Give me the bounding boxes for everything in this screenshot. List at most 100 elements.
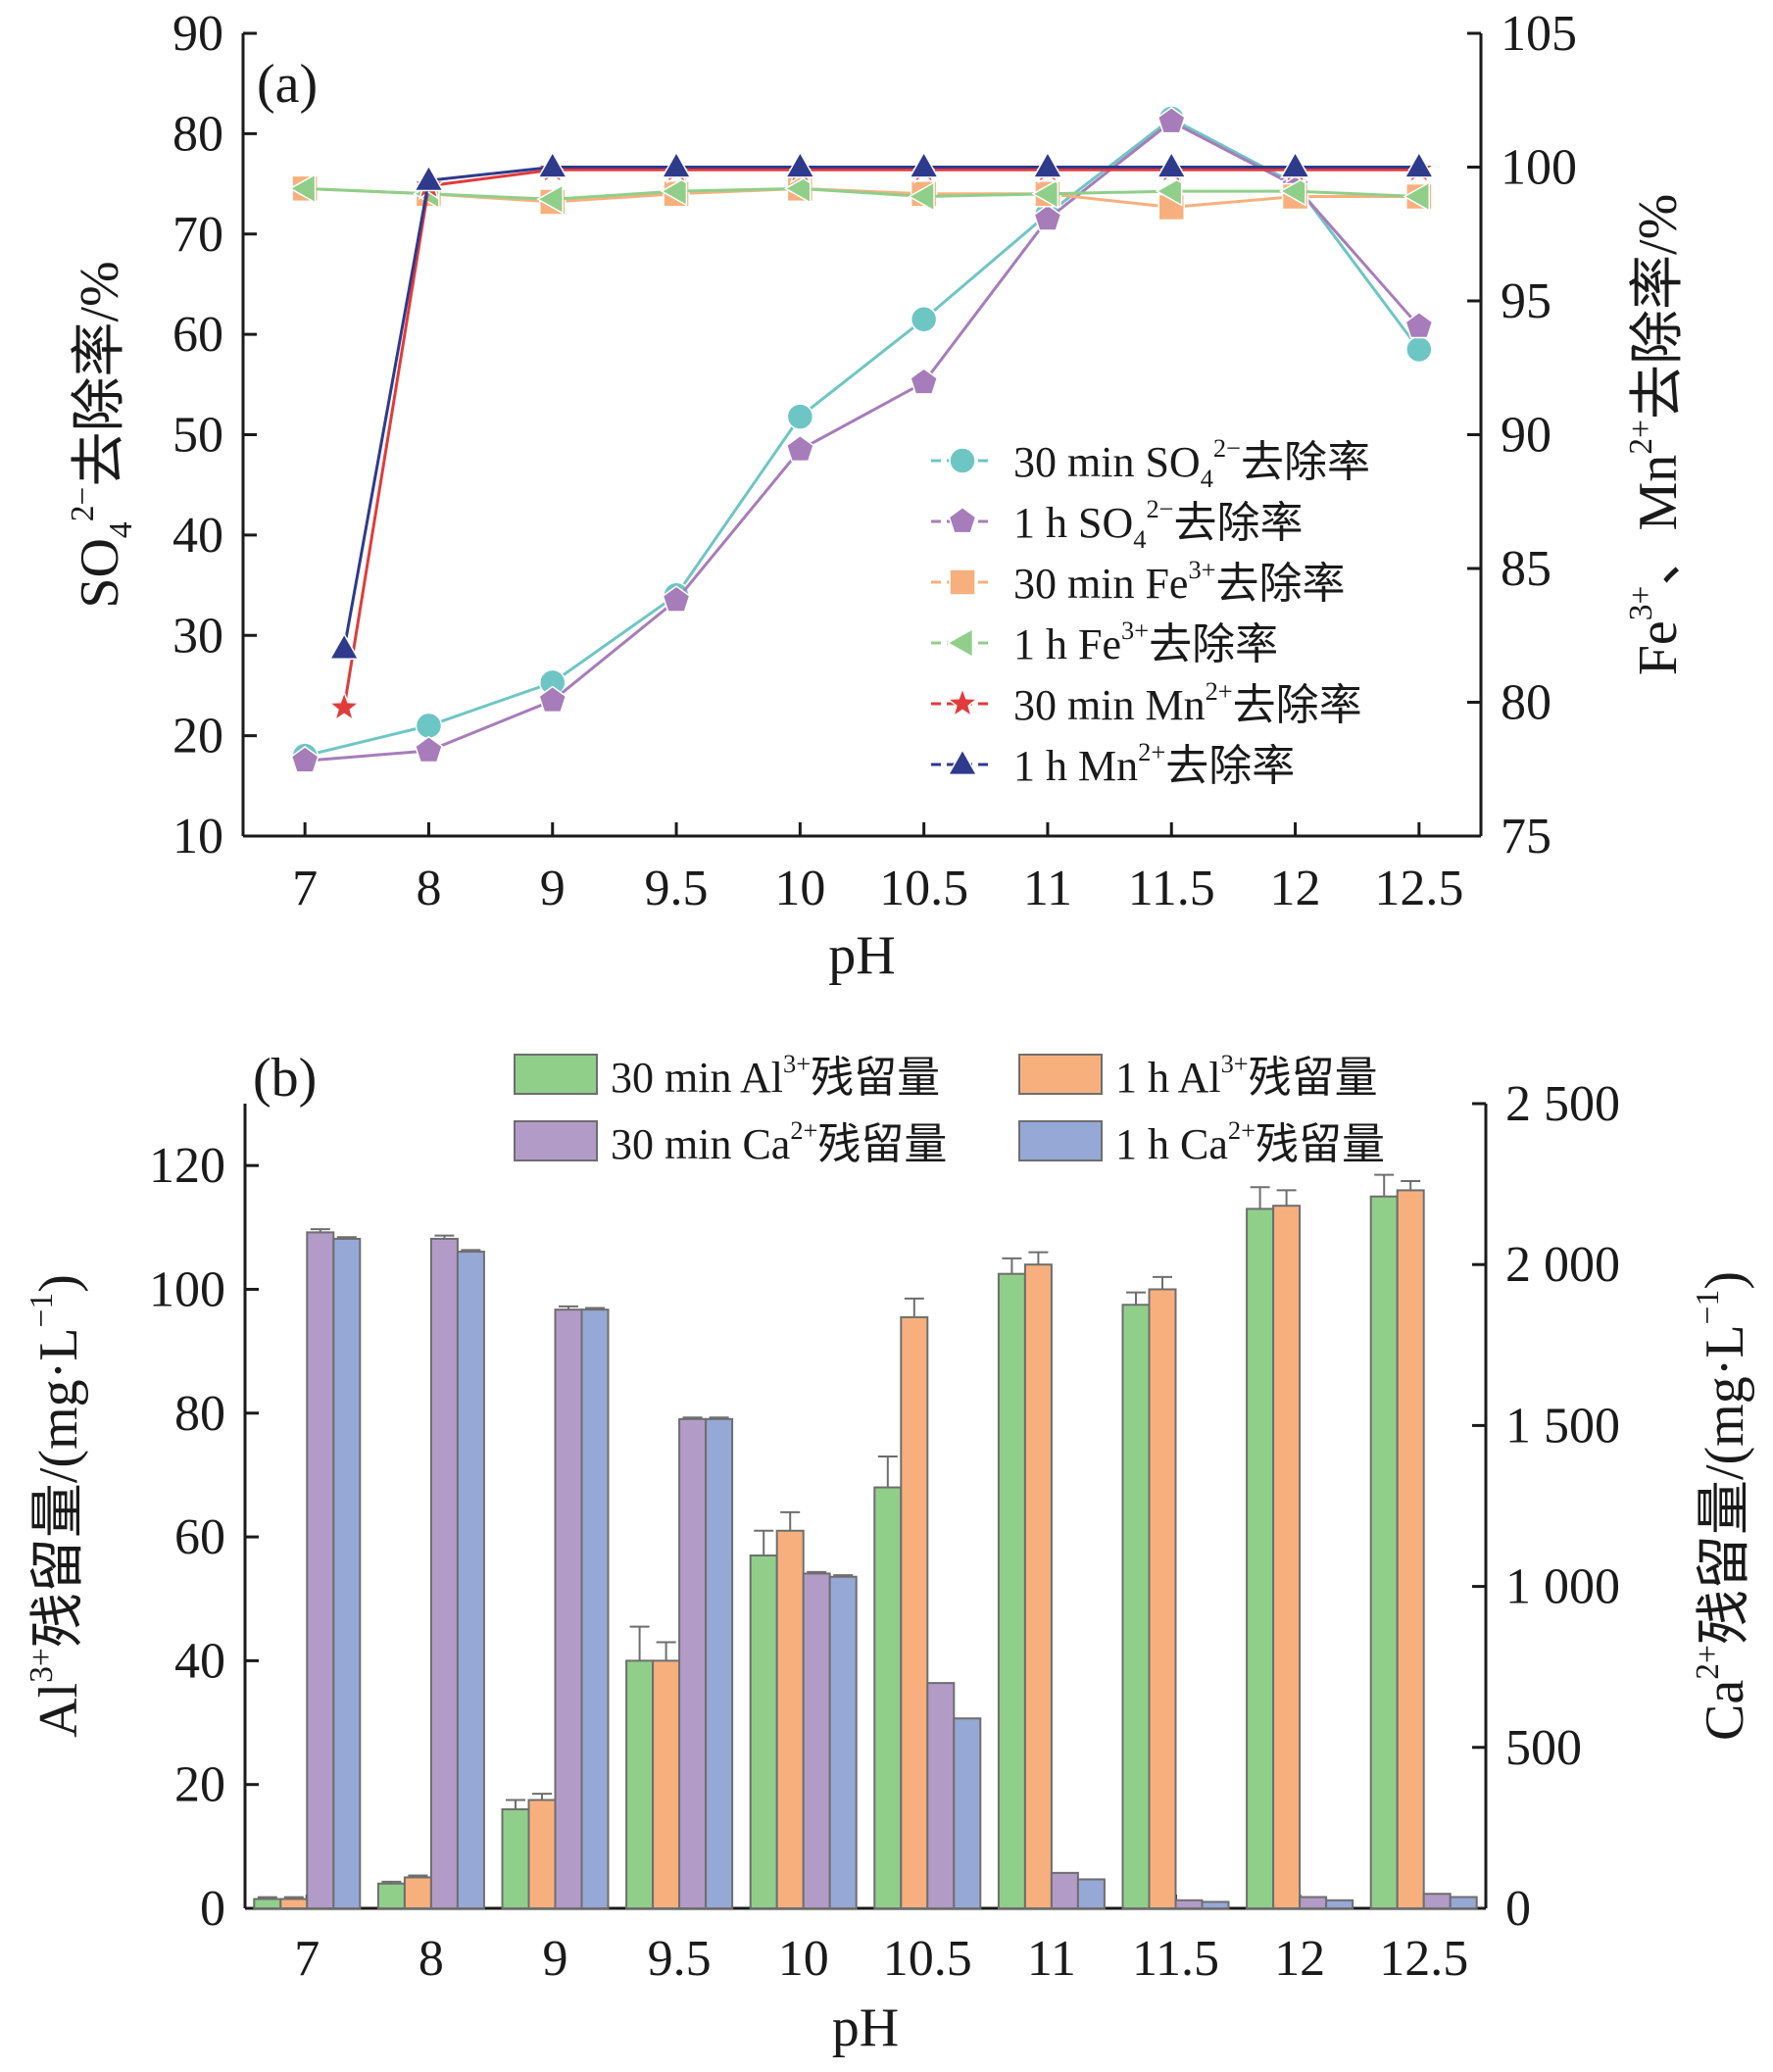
- a-x-tick-label: 7: [292, 861, 318, 916]
- a-point-10-5: [910, 306, 938, 333]
- a-x-tick-label: 12: [1270, 861, 1321, 916]
- a-legend-marker: [946, 686, 979, 718]
- a-right-tick-label: 90: [1501, 408, 1551, 464]
- b-legend-swatch: [1018, 1120, 1103, 1161]
- b-x-axis-title: pH: [832, 1998, 899, 2058]
- a-left-tick-label: 10: [172, 809, 223, 864]
- a-legend-marker: [946, 627, 974, 659]
- a-point-10-5: [908, 180, 935, 213]
- a-left-tick-label: 70: [172, 207, 223, 263]
- b-left-tick-label: 80: [174, 1386, 225, 1442]
- a-point-9: [536, 183, 564, 215]
- a-series-line: [305, 186, 1419, 201]
- b-series-0: [253, 1173, 1399, 1910]
- b-bar-12-5: [1449, 1896, 1478, 1909]
- b-right-tick-label: 0: [1505, 1881, 1531, 1937]
- a-legend-marker: [949, 447, 976, 474]
- b-bar-11: [1076, 1878, 1106, 1909]
- a-point-12: [1279, 175, 1306, 207]
- a-x-tick-label: 11.5: [1128, 861, 1215, 916]
- a-x-tick-label: 11: [1023, 861, 1072, 916]
- b-bar-10: [802, 1572, 831, 1909]
- a-point-10: [786, 403, 814, 430]
- b-legend-label: 1 h Al3+残留量: [1115, 1049, 1378, 1102]
- b-bar-7: [279, 1898, 309, 1910]
- b-legend-label: 30 min Ca2+残留量: [611, 1115, 947, 1168]
- b-x-tick-label: 9.5: [648, 1931, 712, 1987]
- b-bar-12: [1299, 1896, 1328, 1909]
- b-bar-9-5: [678, 1417, 708, 1910]
- a-point-10: [784, 151, 815, 178]
- a-series-line: [304, 117, 1421, 758]
- b-bar-12: [1325, 1899, 1354, 1910]
- b-left-tick-label: 120: [149, 1138, 225, 1194]
- b-left-tick-label: 100: [149, 1261, 225, 1317]
- a-point-11-5: [1157, 106, 1186, 134]
- a-x-tick-label: 10: [774, 861, 825, 916]
- a-point-7: [288, 173, 317, 204]
- a-left-axis-title: SO42−去除率/%: [65, 261, 139, 608]
- a-point-10-5: [909, 151, 940, 178]
- a-right-tick-label: 95: [1501, 273, 1551, 329]
- a-x-tick-label: 9: [540, 861, 566, 916]
- b-bar-10-5: [873, 1486, 903, 1909]
- a-point-9-5: [662, 585, 691, 613]
- a-point-11: [1033, 204, 1062, 231]
- a-legend-label: 1 h SO42−去除率: [1013, 494, 1304, 554]
- a-point-10: [785, 434, 814, 463]
- a-point-11: [1031, 178, 1059, 210]
- a-left-tick-label: 90: [172, 6, 223, 62]
- b-bar-10: [749, 1554, 778, 1909]
- b-x-tick-label: 12: [1274, 1931, 1325, 1987]
- a-right-tick-label: 105: [1501, 6, 1577, 62]
- b-bar-11-5: [1174, 1899, 1204, 1910]
- a-series-5: [328, 151, 1435, 661]
- a-point-9: [537, 151, 568, 178]
- a-point-7: [327, 690, 362, 722]
- panel-b-bar-chart: 0 20 40 60 80 100 120 0 500 1 000 1 500 2 000 2 500 7…: [24, 1048, 1755, 2058]
- b-bar-10-5: [953, 1717, 982, 1910]
- a-legend-label: 30 min Mn2+去除率: [1013, 676, 1362, 729]
- a-point-10-5: [910, 368, 939, 395]
- a-series-line: [342, 166, 1419, 650]
- b-legend-swatch: [1018, 1054, 1103, 1095]
- a-left-tick-label: 40: [172, 508, 223, 564]
- a-point-8: [415, 712, 443, 740]
- b-bar-7: [332, 1237, 362, 1909]
- b-left-axis-title: Al3+残留量/(mg·L−1): [24, 1274, 89, 1738]
- b-bar-7: [253, 1898, 282, 1910]
- b-bar-10: [775, 1529, 805, 1910]
- a-point-11-5: [1155, 175, 1183, 207]
- b-x-tick-label: 12.5: [1379, 1931, 1468, 1987]
- a-panel-label: (a): [257, 54, 318, 115]
- b-legend-label: 1 h Ca2+残留量: [1115, 1115, 1385, 1168]
- b-right-tick-label: 1 000: [1505, 1559, 1620, 1615]
- b-x-tick-label: 10: [778, 1931, 829, 1987]
- b-bar-8: [376, 1882, 406, 1909]
- b-bar-11-5: [1201, 1900, 1230, 1910]
- b-x-tick-label: 7: [294, 1931, 320, 1987]
- a-legend-marker: [948, 506, 977, 534]
- b-bar-11-5: [1121, 1304, 1151, 1909]
- a-series-line: [342, 168, 1419, 709]
- a-x-tick-label: 9.5: [645, 861, 709, 916]
- b-bar-9-5: [625, 1659, 655, 1910]
- b-left-tick-label: 40: [174, 1633, 225, 1689]
- b-bar-8: [429, 1237, 459, 1909]
- a-legend-label: 1 h Fe3+去除率: [1013, 616, 1278, 668]
- b-bar-10-5: [926, 1682, 956, 1909]
- a-left-tick-label: 50: [172, 408, 223, 464]
- b-left-tick-label: 0: [200, 1881, 225, 1937]
- panel-a-line-chart: 10 20 30 40 50 60 70 80 90 75 80 85 90 95 100 105 7 8 9 9.5…: [65, 6, 1689, 986]
- a-left-tick-label: 30: [172, 608, 223, 664]
- a-left-tick-label: 20: [172, 709, 223, 765]
- b-x-tick-label: 8: [419, 1931, 444, 1987]
- a-right-tick-label: 85: [1501, 541, 1551, 597]
- b-bar-11: [1023, 1263, 1053, 1909]
- b-series-3: [332, 1236, 1478, 1910]
- a-point-11: [1032, 151, 1063, 178]
- a-point-10: [783, 173, 812, 204]
- b-bar-7: [306, 1231, 335, 1909]
